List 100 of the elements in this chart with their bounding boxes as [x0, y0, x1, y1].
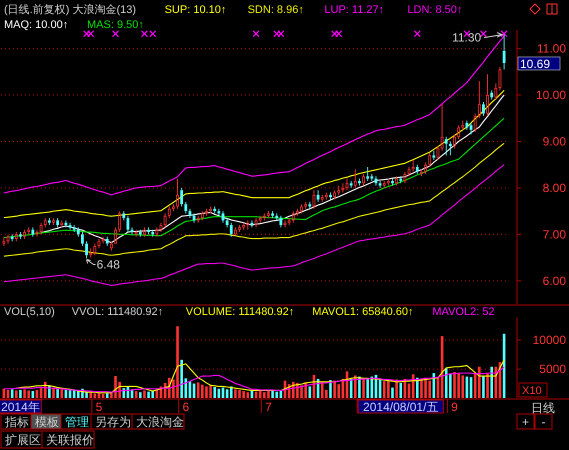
candlestick — [48, 218, 51, 226]
annotation: VOLUME: 111480.92↑ — [186, 306, 294, 318]
bar — [192, 384, 196, 398]
candlestick — [482, 102, 485, 116]
annotation: 6.48 — [96, 257, 120, 272]
bar — [258, 391, 262, 398]
candlestick — [192, 212, 196, 224]
candlestick — [271, 210, 274, 219]
bar — [362, 378, 365, 398]
candlestick — [226, 218, 229, 228]
text: LDN: 8.50↑ — [407, 4, 462, 16]
candlestick — [494, 82, 498, 100]
candlestick — [403, 171, 406, 184]
chart-title: (日线.前复权) 大浪淘金(13) — [4, 3, 136, 16]
candlestick — [308, 201, 312, 210]
bar — [209, 385, 212, 398]
candlestick — [466, 120, 468, 130]
bar — [27, 390, 30, 398]
candlestick — [164, 212, 167, 228]
bar — [180, 360, 183, 398]
candlestick — [478, 80, 481, 119]
bar — [350, 378, 352, 398]
bar — [234, 389, 237, 398]
text: 另存为 — [95, 415, 131, 429]
candlestick — [27, 226, 30, 235]
bar — [19, 390, 22, 398]
bar — [213, 387, 216, 398]
bar — [10, 389, 14, 398]
candlestick — [126, 215, 130, 232]
candlestick — [180, 187, 184, 207]
candlestick — [391, 178, 394, 186]
candlestick — [118, 210, 122, 232]
candlestick — [134, 229, 138, 238]
bar — [271, 390, 274, 398]
bar — [366, 378, 369, 398]
candlestick — [440, 104, 444, 152]
candlestick — [474, 113, 477, 133]
y-tick-label: 8.00 — [542, 180, 566, 195]
y-tick-label: 5000 — [539, 362, 566, 376]
bar — [254, 392, 258, 398]
bar — [250, 390, 254, 398]
bar — [147, 392, 150, 398]
bar — [444, 368, 448, 398]
y-tick-label: 7.00 — [542, 227, 566, 242]
bar — [498, 362, 502, 398]
bar — [370, 376, 374, 398]
bar — [222, 388, 224, 398]
candlestick — [408, 166, 410, 177]
candlestick — [470, 122, 472, 135]
candlestick — [300, 204, 303, 214]
x-tick-label: 6 — [182, 400, 190, 414]
bar — [60, 389, 64, 398]
bar — [263, 392, 266, 398]
candlestick — [234, 226, 237, 236]
candlestick — [56, 218, 60, 228]
text: X10 — [522, 385, 542, 397]
bar — [23, 389, 26, 398]
candlestick — [374, 176, 378, 186]
candlestick — [424, 162, 427, 174]
candlestick — [448, 141, 452, 156]
text: + — [522, 415, 530, 429]
candlestick — [279, 215, 282, 228]
bar — [139, 392, 142, 398]
bar — [280, 390, 282, 398]
candlestick — [217, 208, 220, 216]
candlestick — [312, 190, 316, 210]
text: LUP: 11.27↑ — [324, 4, 384, 16]
bar — [461, 375, 464, 398]
candlestick — [316, 190, 320, 202]
text: 指标 — [4, 415, 29, 429]
annotation: 11.30 — [452, 30, 482, 45]
candlestick — [196, 215, 200, 224]
candlestick — [378, 180, 382, 188]
bar — [226, 389, 228, 398]
line-series — [3, 164, 505, 286]
bar — [89, 392, 92, 398]
candlestick — [6, 234, 10, 244]
candlestick — [93, 243, 96, 256]
y-tick-label: 9.00 — [542, 134, 566, 148]
candlestick — [64, 220, 68, 228]
y-tick-label: 11.00 — [536, 42, 566, 56]
candlestick — [420, 168, 423, 177]
candlestick — [362, 174, 365, 186]
bar — [188, 381, 192, 398]
candlestick — [267, 210, 270, 219]
candlestick — [138, 229, 142, 238]
bar — [176, 326, 179, 398]
bar — [486, 374, 489, 398]
bar — [387, 380, 390, 398]
bar — [320, 382, 324, 398]
bar — [134, 391, 138, 398]
bar — [308, 386, 312, 398]
bar — [440, 336, 444, 398]
candlestick — [453, 134, 456, 149]
bar — [267, 391, 270, 398]
text: 10.69 — [520, 56, 550, 71]
bar — [466, 376, 468, 398]
candlestick — [502, 34, 506, 70]
bar — [2, 388, 6, 398]
text: - — [542, 415, 546, 429]
